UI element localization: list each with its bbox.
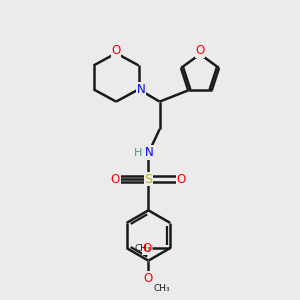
Text: N: N: [137, 83, 146, 96]
Text: O: O: [195, 44, 205, 58]
Text: O: O: [111, 172, 120, 185]
Text: CH₃: CH₃: [153, 284, 170, 292]
Text: O: O: [112, 44, 121, 57]
Text: CH₃: CH₃: [135, 244, 151, 253]
Text: H: H: [134, 148, 142, 158]
Text: N: N: [145, 146, 153, 159]
Text: O: O: [142, 242, 152, 255]
Text: O: O: [144, 272, 153, 285]
Text: S: S: [144, 172, 152, 185]
Text: O: O: [177, 172, 186, 185]
